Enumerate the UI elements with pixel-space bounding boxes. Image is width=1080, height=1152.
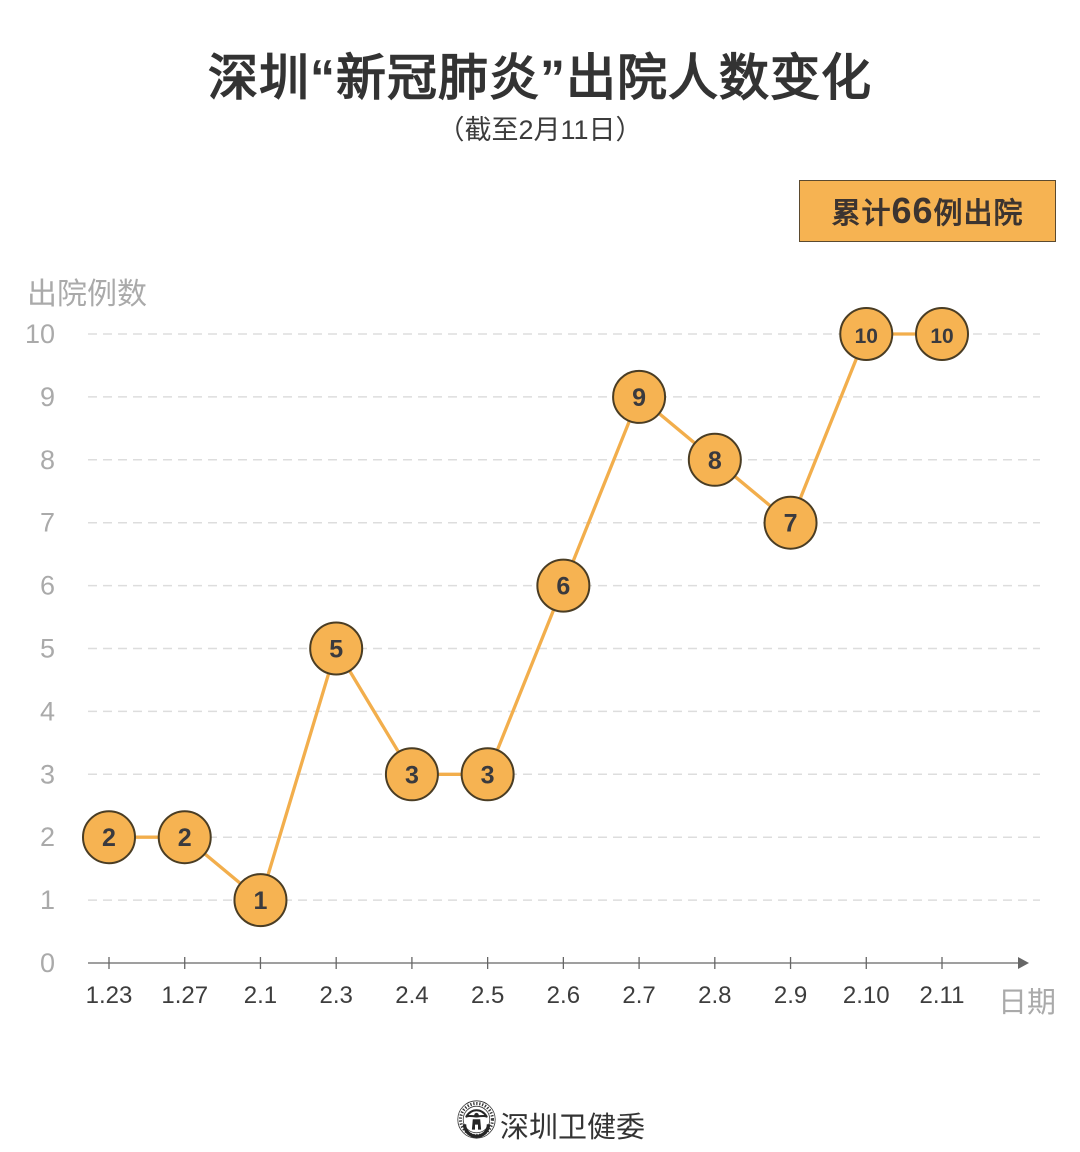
svg-text:8: 8 bbox=[40, 445, 55, 475]
svg-text:2: 2 bbox=[40, 822, 55, 852]
svg-text:3: 3 bbox=[405, 761, 419, 789]
svg-text:7: 7 bbox=[784, 510, 798, 538]
svg-text:10: 10 bbox=[25, 319, 55, 349]
svg-text:3: 3 bbox=[481, 761, 495, 789]
svg-text:4: 4 bbox=[40, 696, 55, 726]
svg-text:8: 8 bbox=[708, 447, 722, 475]
svg-text:6: 6 bbox=[556, 573, 570, 601]
svg-text:6: 6 bbox=[40, 571, 55, 601]
svg-text:7: 7 bbox=[40, 508, 55, 538]
svg-text:1: 1 bbox=[40, 885, 55, 915]
svg-text:5: 5 bbox=[329, 636, 343, 664]
svg-text:0: 0 bbox=[40, 948, 55, 978]
svg-text:9: 9 bbox=[632, 384, 646, 412]
svg-text:3: 3 bbox=[40, 759, 55, 789]
svg-text:2: 2 bbox=[102, 824, 116, 852]
svg-text:10: 10 bbox=[855, 325, 878, 348]
svg-text:1: 1 bbox=[254, 887, 268, 915]
svg-text:9: 9 bbox=[40, 382, 55, 412]
svg-text:2: 2 bbox=[178, 824, 192, 852]
svg-text:10: 10 bbox=[930, 325, 953, 348]
svg-text:5: 5 bbox=[40, 634, 55, 664]
